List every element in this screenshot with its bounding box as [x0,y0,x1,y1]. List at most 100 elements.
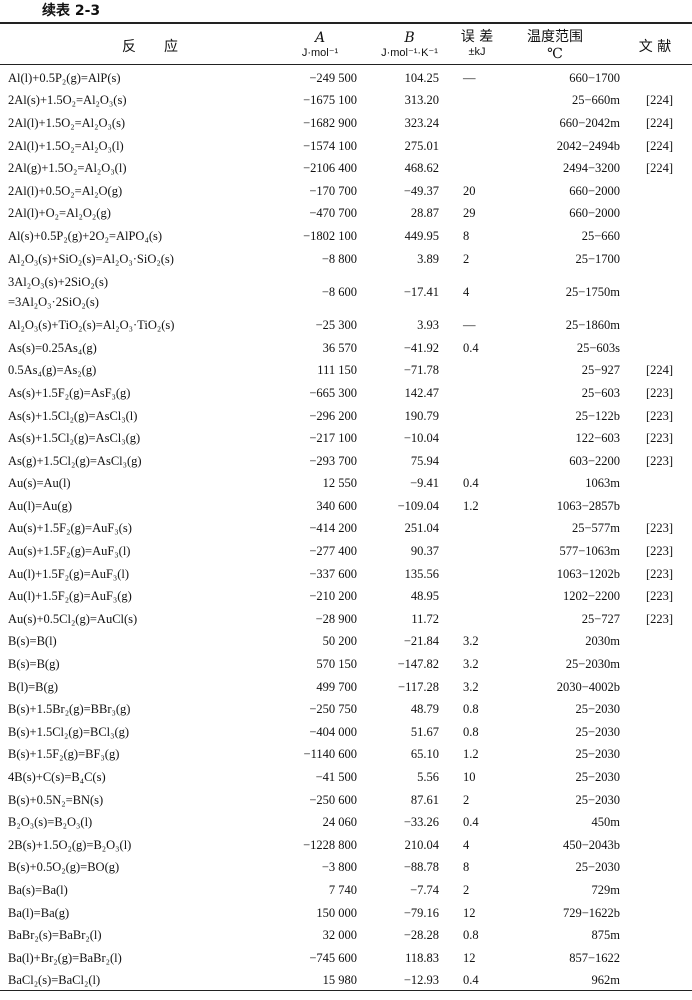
b-cell: 90.37 [410,544,439,559]
ref-cell: [224] [646,115,674,130]
a-cell: −277 400 [309,544,357,559]
ref-cell [620,203,692,226]
reaction-cell: Au(l)+1.5F₂(g)=AuF₃(g) [8,589,132,604]
b-cell: 48.79 [410,702,439,717]
reaction-cell: Ba(l)=Ba(g) [8,905,70,920]
error-cell: 4 [463,837,470,852]
table-row: As(g)+1.5Cl₂(g)=AsCl₃(g) −293 700 75.94 603… [0,450,692,473]
a-cell: 50 200 [322,634,357,649]
ref-cell [620,67,692,90]
error-cell: 3.2 [463,634,479,649]
ref-cell [620,811,692,834]
error-cell [439,427,509,450]
top-rule [0,22,692,24]
table-row: Au(l)+1.5F₂(g)=AuF₃(l) −337 600 135.56 1063… [0,563,692,586]
ref-cell [620,924,692,947]
a-cell: −665 300 [309,385,357,400]
error-cell: 3.2 [463,657,479,672]
reaction-cell: Au(s)+0.5Cl₂(g)=AuCl(s) [8,611,138,626]
ref-cell: [223] [646,611,674,626]
ref-cell [620,248,692,271]
ref-cell [620,766,692,789]
table-row: Ba(l)=Ba(g) 150 000 −79.16 12 729−1622b [0,902,692,925]
table-row: B(s)+0.5N₂=BN(s) −250 600 87.61 2 25−2030 [0,789,692,812]
a-cell: −250 600 [309,792,357,807]
error-cell: 29 [463,206,476,221]
temp-cell: 577−1063m [559,544,620,559]
b-cell: −9.41 [410,476,439,491]
a-cell: −404 000 [309,724,357,739]
temp-cell: 25−1860m [565,318,620,333]
error-cell: 8 [463,860,470,875]
table-row: 2Al(l)+0.5O₂=Al₂O(g) −170 700 −49.37 20 660−… [0,180,692,203]
header-temp-label: 温度范围 [527,29,583,45]
temp-cell: 25−2030 [575,770,620,785]
reaction-cell: Au(s)+1.5F₂(g)=AuF₃(s) [8,521,132,536]
table-row: 2Al(l)+1.5O₂=Al₂O₃(l) −1574 100 275.01 2042… [0,135,692,158]
reaction-line-2: =3Al₂O₃·2SiO₂(s) [8,295,99,310]
temp-cell: 660−2042m [559,115,620,130]
error-cell: 0.4 [463,340,479,355]
table-row: As(s)+1.5F₂(g)=AsF₃(g) −665 300 142.47 25−6… [0,382,692,405]
ref-cell: [223] [646,589,674,604]
header-rule [0,64,692,65]
table-row: 2Al(s)+1.5O₂=Al₂O₃(s) −1675 100 313.20 25−6… [0,90,692,113]
a-cell: 570 150 [316,657,357,672]
ref-cell [620,947,692,970]
b-cell: −7.74 [410,882,439,897]
table-row: B(s)=B(g) 570 150 −147.82 3.2 25−2030m [0,653,692,676]
reaction-cell: B(l)=B(g) [8,679,59,694]
table-row: As(s)+1.5Cl₂(g)=AsCl₃(l) −296 200 190.79 25… [0,405,692,428]
a-cell: −217 100 [309,431,357,446]
ref-cell: [223] [646,385,674,400]
temp-cell: 660−2000 [569,206,620,221]
b-cell: −21.84 [403,634,439,649]
b-cell: 118.83 [405,950,439,965]
a-cell: −296 200 [309,408,357,423]
table-row: 2B(s)+1.5O₂(g)=B₂O₃(l) −1228 800 210.04 4 45… [0,834,692,857]
temp-cell: 450−2043b [562,837,620,852]
b-cell: −12.93 [403,973,439,988]
temp-cell: 603−2200 [569,453,620,468]
header-ref-label: 文 献 [638,39,672,55]
ref-cell: [223] [646,566,674,581]
b-cell: −33.26 [403,815,439,830]
b-cell: 210.04 [404,837,439,852]
ref-cell: [224] [646,363,674,378]
error-cell [439,563,509,586]
temp-cell: 25−660m [571,93,620,108]
reaction-line-1: 3Al₂O₃(s)+2SiO₂(s) [8,275,108,290]
table-row: Ba(s)=Ba(l) 7 740 −7.74 2 729m [0,879,692,902]
temp-cell: 25−2030 [575,792,620,807]
ref-cell [620,653,692,676]
table-row: 2Al(l)+1.5O₂=Al₂O₃(s) −1682 900 323.24 660−… [0,112,692,135]
ref-cell [620,631,692,654]
reaction-cell: Au(l)=Au(g) [8,498,72,513]
a-cell: −337 600 [309,566,357,581]
error-cell: 2 [463,792,470,807]
error-cell [439,405,509,428]
reaction-cell: B(s)+1.5Br₂(g)=BBr₃(g) [8,702,131,717]
error-cell: — [463,70,476,85]
table-row: Al(s)+0.5P₂(g)+2O₂=AlPO₄(s) −1802 100 449.… [0,225,692,248]
error-cell: 2 [463,251,470,266]
b-cell: 5.56 [417,770,439,785]
ref-cell: [223] [646,544,674,559]
reaction-cell: As(s)+1.5Cl₂(g)=AsCl₃(g) [8,431,141,446]
header-error: 误 差 ±kJ [452,26,502,58]
error-cell [439,157,509,180]
reaction-cell: 2Al(g)+1.5O₂=Al₂O₃(l) [8,161,127,176]
temp-cell: 1202−2200 [562,589,620,604]
temp-cell: 729m [591,882,620,897]
reaction-cell: 2Al(l)+1.5O₂=Al₂O₃(s) [8,115,126,130]
temp-cell: 962m [591,973,620,988]
reaction-cell: B(s)=B(g) [8,657,60,672]
b-cell: −88.78 [403,860,439,875]
header-temp: 温度范围 ℃ [515,26,595,62]
a-cell: 32 000 [322,928,357,943]
temp-cell: 1063−2857b [556,498,620,513]
a-cell: −170 700 [309,183,357,198]
b-cell: 135.56 [404,566,439,581]
a-cell: 150 000 [316,905,357,920]
reaction-cell: 2Al(s)+1.5O₂=Al₂O₃(s) [8,93,127,108]
